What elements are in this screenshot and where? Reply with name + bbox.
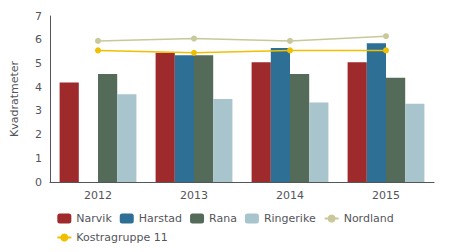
svg-text:Ringerike: Ringerike	[264, 212, 316, 225]
svg-text:1: 1	[35, 152, 42, 165]
svg-text:Kvadratmeter: Kvadratmeter	[8, 60, 21, 137]
svg-text:2013: 2013	[180, 189, 208, 202]
svg-text:2: 2	[35, 128, 42, 141]
svg-text:0: 0	[35, 176, 42, 189]
svg-text:2012: 2012	[84, 189, 112, 202]
svg-text:3: 3	[35, 104, 42, 117]
svg-text:4: 4	[35, 81, 42, 94]
svg-text:Narvik: Narvik	[76, 212, 112, 225]
svg-text:Kostragruppe 11: Kostragruppe 11	[76, 231, 167, 244]
svg-text:2015: 2015	[372, 189, 400, 202]
svg-text:7: 7	[35, 10, 42, 23]
svg-text:Nordland: Nordland	[344, 212, 394, 225]
svg-text:Rana: Rana	[209, 212, 237, 225]
svg-text:2014: 2014	[276, 189, 304, 202]
svg-text:Harstad: Harstad	[139, 212, 182, 225]
svg-text:5: 5	[35, 57, 42, 70]
svg-text:6: 6	[35, 33, 42, 46]
